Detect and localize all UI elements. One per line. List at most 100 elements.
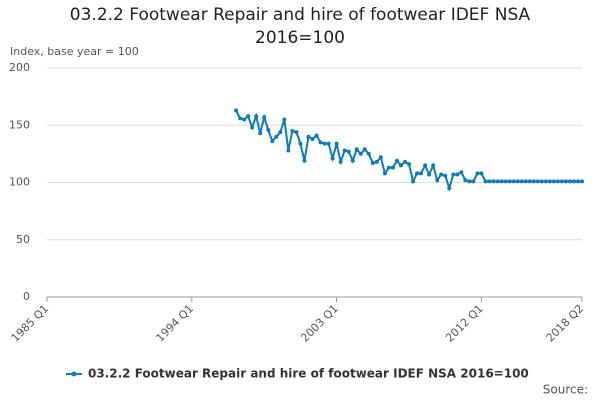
point bbox=[290, 128, 295, 133]
point bbox=[499, 179, 504, 184]
point bbox=[519, 179, 524, 184]
y-tick-label: 0 bbox=[23, 290, 30, 303]
point bbox=[551, 179, 556, 184]
point bbox=[370, 161, 375, 166]
point bbox=[487, 179, 492, 184]
y-tick-label: 150 bbox=[9, 118, 30, 131]
y-tick-label: 50 bbox=[16, 233, 30, 246]
legend-label: 03.2.2 Footwear Repair and hire of footw… bbox=[88, 367, 529, 381]
point bbox=[419, 171, 424, 176]
point bbox=[302, 158, 307, 163]
legend-marker bbox=[71, 371, 77, 377]
point bbox=[350, 158, 355, 163]
point bbox=[567, 179, 572, 184]
point bbox=[467, 179, 472, 184]
x-tick-label: 1994 Q1 bbox=[154, 302, 197, 345]
source: Source: bbox=[543, 383, 588, 397]
point bbox=[250, 125, 255, 130]
point bbox=[342, 148, 347, 153]
point bbox=[559, 179, 564, 184]
point bbox=[294, 130, 299, 135]
x-tick-label: 2012 Q1 bbox=[443, 302, 486, 345]
x-tick-label: 1985 Q1 bbox=[9, 302, 52, 345]
point bbox=[491, 179, 496, 184]
point bbox=[394, 158, 399, 163]
point bbox=[531, 179, 536, 184]
point bbox=[266, 127, 271, 132]
point bbox=[382, 171, 387, 176]
point bbox=[555, 179, 560, 184]
point bbox=[463, 178, 468, 183]
point bbox=[278, 130, 283, 135]
point bbox=[459, 170, 464, 175]
point bbox=[262, 115, 267, 120]
point bbox=[258, 131, 263, 136]
point bbox=[543, 179, 548, 184]
point bbox=[398, 163, 403, 168]
point bbox=[575, 179, 580, 184]
point bbox=[571, 179, 576, 184]
point bbox=[358, 151, 363, 156]
y-tick-label: 200 bbox=[9, 61, 30, 74]
point bbox=[471, 179, 476, 184]
point bbox=[427, 172, 432, 177]
point bbox=[286, 148, 291, 153]
point bbox=[411, 179, 416, 184]
point bbox=[415, 171, 420, 176]
x-tick-label: 2003 Q1 bbox=[298, 302, 341, 345]
point bbox=[234, 108, 239, 113]
point bbox=[338, 159, 343, 164]
point bbox=[270, 139, 275, 144]
point bbox=[483, 179, 488, 184]
point bbox=[254, 114, 259, 119]
point bbox=[282, 117, 287, 122]
point bbox=[386, 165, 391, 170]
point bbox=[310, 136, 315, 141]
point bbox=[527, 179, 532, 184]
point bbox=[523, 179, 528, 184]
point bbox=[547, 179, 552, 184]
point bbox=[374, 159, 379, 164]
point bbox=[563, 179, 568, 184]
point bbox=[507, 179, 512, 184]
point bbox=[238, 116, 243, 121]
point bbox=[326, 141, 331, 146]
point bbox=[475, 171, 480, 176]
point bbox=[362, 147, 367, 152]
point bbox=[366, 151, 371, 156]
y-tick-label: 100 bbox=[9, 176, 30, 189]
point bbox=[511, 179, 516, 184]
chart-title: 03.2.2 Footwear Repair and hire of footw… bbox=[69, 5, 531, 48]
point bbox=[535, 179, 540, 184]
point bbox=[322, 141, 327, 146]
point bbox=[455, 172, 460, 177]
point bbox=[274, 134, 279, 139]
point bbox=[330, 156, 335, 161]
point bbox=[439, 172, 444, 177]
point bbox=[447, 186, 452, 191]
point bbox=[539, 179, 544, 184]
point bbox=[246, 114, 251, 119]
point bbox=[346, 149, 351, 154]
point bbox=[580, 179, 584, 184]
point bbox=[306, 134, 311, 139]
point bbox=[314, 133, 319, 138]
point bbox=[403, 159, 408, 164]
point bbox=[242, 117, 247, 122]
point bbox=[318, 140, 323, 145]
point bbox=[503, 179, 508, 184]
point bbox=[423, 163, 428, 168]
point bbox=[354, 147, 359, 152]
point bbox=[334, 141, 339, 146]
x-tick-label: 2018 Q2 bbox=[544, 302, 587, 345]
point bbox=[378, 155, 383, 160]
point bbox=[390, 165, 395, 170]
point bbox=[298, 141, 303, 146]
point bbox=[407, 162, 412, 167]
point bbox=[431, 163, 436, 168]
point bbox=[495, 179, 500, 184]
point bbox=[443, 173, 448, 178]
point bbox=[435, 178, 440, 183]
